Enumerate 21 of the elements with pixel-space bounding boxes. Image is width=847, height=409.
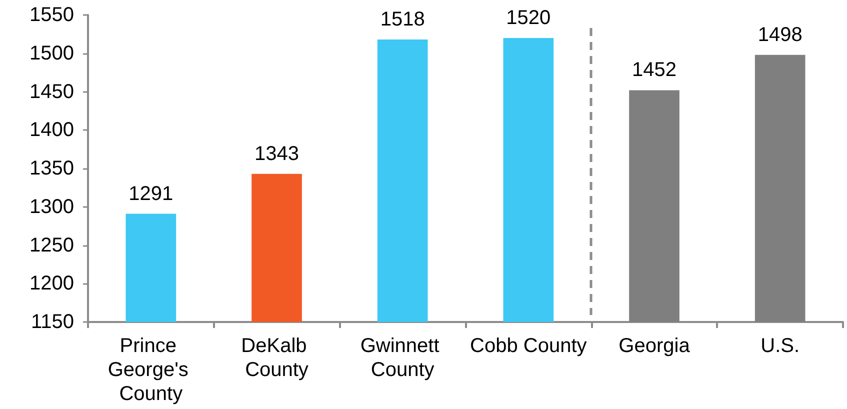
y-tick-label: 1150 xyxy=(30,311,74,333)
y-tick-label: 1200 xyxy=(30,272,74,295)
y-tick-label: 1400 xyxy=(30,119,74,142)
data-label: 1518 xyxy=(380,8,425,31)
x-tick-label: Gwinnett County xyxy=(360,335,445,381)
y-tick-label: 1500 xyxy=(30,42,74,64)
x-tick-label: Cobb County xyxy=(470,335,587,357)
y-tick-label: 1550 xyxy=(30,4,74,26)
y-tick-label: 1350 xyxy=(30,158,74,180)
x-tick-label: U.S. xyxy=(760,335,800,357)
x-tick-label: Georgia xyxy=(618,335,691,357)
data-label: 1498 xyxy=(758,24,802,46)
x-tick-label: Prince George's County xyxy=(108,335,194,405)
x-tick-label: DeKalb County xyxy=(241,335,312,381)
y-tick-label: 1250 xyxy=(30,234,74,256)
y-tick-label: 1300 xyxy=(30,196,74,218)
data-label: 1452 xyxy=(632,59,676,82)
data-label: 1520 xyxy=(506,7,551,30)
y-tick-label: 1450 xyxy=(30,80,74,103)
data-label: 1343 xyxy=(254,142,299,165)
data-label: 1291 xyxy=(128,182,174,205)
